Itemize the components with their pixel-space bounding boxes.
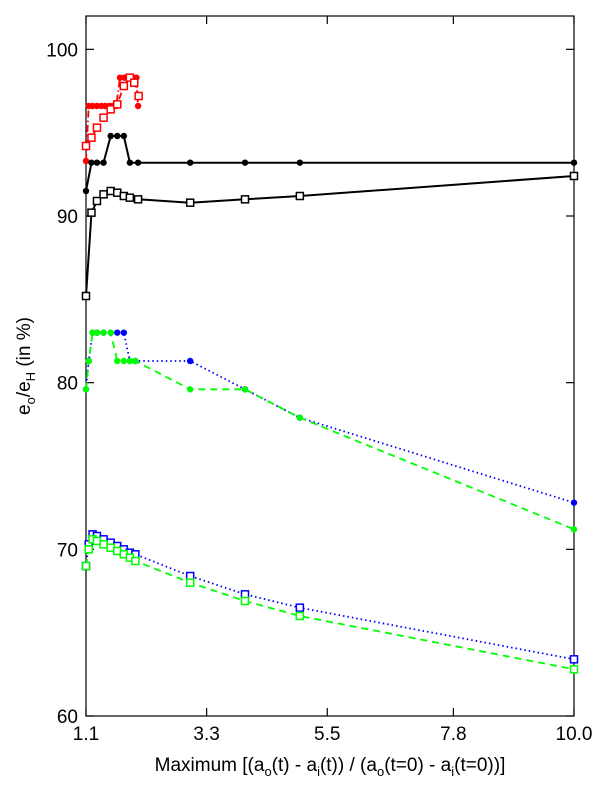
data-point bbox=[120, 357, 128, 365]
data-point bbox=[89, 102, 96, 110]
data-point bbox=[295, 603, 305, 612]
data-point bbox=[134, 159, 142, 166]
data-point bbox=[85, 357, 92, 365]
data-point bbox=[116, 74, 124, 81]
series-line-2 bbox=[85, 135, 574, 192]
data-point bbox=[570, 159, 578, 166]
series-line-0 bbox=[85, 76, 139, 162]
data-point bbox=[89, 329, 96, 336]
data-series bbox=[85, 76, 575, 671]
data-point bbox=[114, 132, 121, 140]
x-tick-label: 1.1 bbox=[73, 724, 99, 745]
data-point bbox=[107, 132, 114, 140]
data-point bbox=[82, 386, 90, 393]
series-line-3 bbox=[85, 175, 575, 297]
data-point bbox=[113, 100, 122, 109]
data-point bbox=[241, 159, 249, 166]
data-point bbox=[106, 105, 115, 114]
tick-labels: 1.1 3.3 5.5 7.8 10.0 60 70 80 90 100 bbox=[46, 40, 592, 745]
data-point bbox=[134, 91, 143, 101]
x-tick-label: 3.3 bbox=[193, 724, 219, 745]
data-point bbox=[185, 198, 195, 207]
y-tick-label: 70 bbox=[57, 540, 78, 561]
data-point bbox=[134, 102, 142, 110]
x-tick-label: 10.0 bbox=[556, 724, 593, 745]
data-point bbox=[241, 386, 249, 393]
y-tick-label: 60 bbox=[57, 707, 78, 728]
data-point bbox=[87, 208, 96, 217]
data-point bbox=[93, 329, 101, 336]
data-point bbox=[81, 291, 91, 301]
data-point bbox=[569, 171, 579, 181]
data-point bbox=[130, 78, 139, 87]
axis-ticks bbox=[85, 16, 575, 717]
data-point bbox=[81, 561, 91, 571]
data-point bbox=[100, 329, 107, 336]
data-point bbox=[570, 526, 578, 533]
data-point bbox=[186, 159, 194, 166]
data-point bbox=[93, 102, 101, 110]
y-axis-label: eo/eH (in %) bbox=[14, 317, 38, 415]
data-point bbox=[84, 545, 93, 554]
data-point bbox=[92, 196, 102, 206]
data-point bbox=[296, 159, 304, 166]
plot-frame bbox=[85, 15, 575, 717]
data-point bbox=[92, 123, 102, 132]
data-point bbox=[99, 190, 108, 199]
data-point bbox=[99, 113, 108, 122]
data-point bbox=[570, 499, 578, 506]
data-point bbox=[240, 596, 250, 606]
data-point bbox=[132, 357, 139, 365]
data-point bbox=[133, 195, 143, 204]
data-point bbox=[295, 611, 305, 621]
series-line-6 bbox=[85, 533, 575, 661]
y-tick-label: 100 bbox=[46, 40, 78, 61]
data-point bbox=[82, 157, 90, 165]
data-point bbox=[295, 191, 305, 201]
data-point bbox=[93, 159, 101, 166]
data-point bbox=[125, 73, 135, 82]
data-point bbox=[82, 187, 90, 195]
data-point bbox=[120, 132, 128, 140]
data-point bbox=[88, 159, 95, 166]
data-point bbox=[131, 556, 140, 566]
data-point bbox=[107, 329, 114, 336]
data-point bbox=[126, 159, 134, 166]
x-tick-label: 7.8 bbox=[440, 724, 466, 745]
y-tick-label: 80 bbox=[57, 374, 78, 395]
x-axis-label: Maximum [(ao(t) - ai(t)) / (ao(t=0) - ai… bbox=[155, 755, 506, 779]
series-line-7 bbox=[85, 538, 575, 671]
series-line-4 bbox=[85, 331, 575, 504]
data-point bbox=[126, 357, 134, 365]
data-point bbox=[114, 329, 121, 336]
data-point bbox=[87, 133, 96, 142]
data-point bbox=[240, 195, 250, 204]
data-point bbox=[100, 159, 107, 166]
data-markers bbox=[81, 73, 579, 674]
data-point bbox=[185, 578, 195, 587]
data-point bbox=[296, 414, 304, 421]
series-line-5 bbox=[85, 331, 575, 531]
data-point bbox=[114, 357, 121, 365]
data-point bbox=[125, 193, 135, 202]
data-point bbox=[120, 329, 128, 336]
data-point bbox=[186, 357, 194, 365]
data-point bbox=[569, 655, 579, 664]
data-point bbox=[569, 665, 579, 674]
data-point bbox=[99, 540, 108, 549]
data-point bbox=[81, 141, 91, 151]
data-point bbox=[119, 81, 129, 91]
x-tick-label: 5.5 bbox=[314, 724, 340, 745]
data-point bbox=[186, 386, 194, 393]
y-tick-label: 90 bbox=[57, 207, 78, 228]
